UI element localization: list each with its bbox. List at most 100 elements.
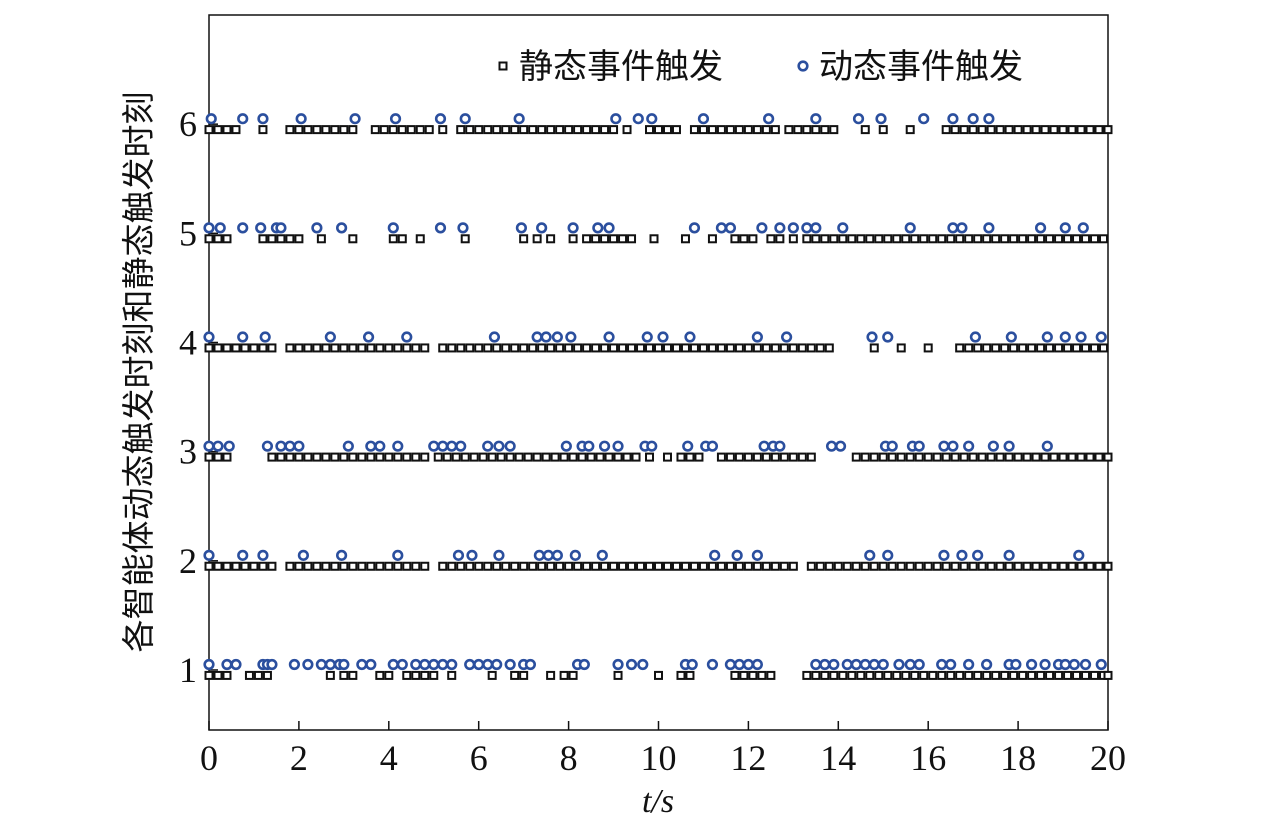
point bbox=[986, 561, 996, 571]
point bbox=[1077, 222, 1089, 234]
point bbox=[1045, 234, 1055, 244]
point bbox=[262, 670, 272, 680]
point bbox=[1004, 561, 1014, 571]
point bbox=[618, 343, 628, 353]
point bbox=[420, 343, 430, 353]
point bbox=[374, 440, 386, 452]
point bbox=[983, 113, 995, 125]
point bbox=[882, 549, 894, 561]
point bbox=[716, 125, 726, 135]
point bbox=[1009, 234, 1019, 244]
legend-label: 静态事件触发 bbox=[519, 47, 723, 87]
point bbox=[388, 125, 398, 135]
point bbox=[1058, 125, 1068, 135]
point bbox=[641, 331, 653, 343]
point bbox=[1003, 549, 1015, 561]
point bbox=[986, 452, 996, 462]
point bbox=[411, 670, 421, 680]
point bbox=[487, 670, 497, 680]
point bbox=[515, 222, 528, 234]
point bbox=[420, 452, 430, 462]
point bbox=[294, 125, 304, 135]
point bbox=[945, 658, 957, 671]
point bbox=[972, 549, 984, 561]
point bbox=[366, 452, 376, 462]
point bbox=[637, 658, 649, 671]
point bbox=[937, 234, 947, 244]
point bbox=[492, 561, 502, 571]
point bbox=[437, 658, 449, 671]
point bbox=[892, 670, 902, 680]
point bbox=[851, 452, 861, 462]
point bbox=[779, 343, 789, 353]
point bbox=[923, 452, 933, 462]
point bbox=[1018, 234, 1028, 244]
point bbox=[904, 658, 916, 671]
point bbox=[919, 234, 929, 244]
point bbox=[859, 658, 871, 671]
point bbox=[447, 670, 457, 680]
point bbox=[478, 452, 488, 462]
point bbox=[424, 125, 434, 135]
point bbox=[751, 331, 763, 343]
point bbox=[1067, 125, 1077, 135]
point bbox=[312, 343, 322, 353]
point bbox=[937, 670, 947, 680]
point bbox=[240, 561, 250, 571]
point bbox=[1079, 658, 1092, 671]
point bbox=[567, 222, 579, 234]
point bbox=[1004, 452, 1014, 462]
point bbox=[1018, 343, 1028, 353]
point bbox=[339, 452, 349, 462]
point bbox=[878, 125, 888, 135]
point bbox=[811, 670, 821, 680]
point bbox=[860, 561, 870, 571]
point bbox=[546, 125, 556, 135]
point bbox=[537, 125, 547, 135]
point bbox=[483, 343, 493, 353]
point bbox=[698, 125, 708, 135]
point bbox=[905, 561, 915, 571]
point bbox=[1025, 658, 1038, 671]
point bbox=[1059, 658, 1071, 671]
point bbox=[645, 343, 655, 353]
point bbox=[482, 658, 494, 671]
point bbox=[465, 343, 475, 353]
x-tick-label: 10 bbox=[641, 738, 677, 778]
point bbox=[685, 452, 695, 462]
point bbox=[1103, 125, 1113, 135]
point bbox=[983, 222, 995, 234]
point bbox=[788, 561, 798, 571]
point bbox=[474, 125, 484, 135]
point bbox=[592, 222, 604, 234]
point bbox=[689, 561, 699, 571]
point bbox=[541, 452, 551, 462]
point bbox=[766, 670, 776, 680]
point bbox=[680, 343, 690, 353]
point bbox=[1036, 670, 1046, 680]
point bbox=[519, 670, 529, 680]
point bbox=[866, 331, 878, 343]
point bbox=[775, 234, 785, 244]
point bbox=[519, 343, 529, 353]
point bbox=[896, 561, 906, 571]
point bbox=[969, 331, 981, 343]
point bbox=[1036, 234, 1046, 244]
point bbox=[528, 343, 538, 353]
point bbox=[452, 549, 465, 561]
point bbox=[685, 670, 695, 680]
point bbox=[325, 670, 335, 680]
point bbox=[1072, 234, 1082, 244]
point bbox=[627, 561, 637, 571]
point bbox=[491, 658, 503, 671]
point bbox=[838, 234, 848, 244]
point bbox=[688, 222, 701, 234]
point bbox=[770, 561, 780, 571]
point bbox=[288, 658, 301, 671]
point bbox=[788, 343, 798, 353]
point bbox=[770, 125, 780, 135]
point bbox=[213, 561, 223, 571]
point bbox=[731, 549, 743, 561]
point bbox=[1009, 670, 1019, 680]
point bbox=[977, 561, 987, 571]
